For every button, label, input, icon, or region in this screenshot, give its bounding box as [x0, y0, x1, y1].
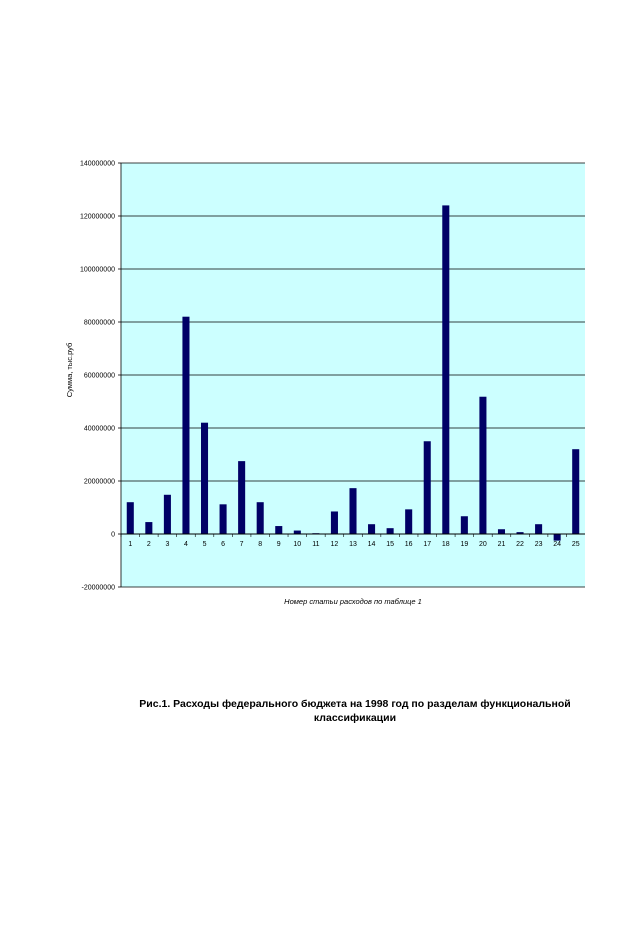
- x-tick-label: 1: [128, 541, 132, 548]
- bar: [368, 524, 376, 534]
- x-tick-label: 14: [368, 541, 376, 548]
- x-tick-label: 4: [184, 541, 188, 548]
- y-tick-label: 40000000: [84, 426, 115, 433]
- bar: [497, 529, 506, 534]
- x-tick-label: 11: [312, 541, 319, 548]
- bar: [293, 530, 301, 534]
- x-tick-label: 15: [386, 541, 394, 548]
- bar: [163, 494, 171, 534]
- x-tick-label: 3: [165, 541, 169, 548]
- x-axis: 1 2 3 4 5 6 7 8 9 10 11 12 13 14 15 16 17 18 19 20 21 22 23 24 2…: [120, 533, 585, 548]
- x-tick-label: 6: [221, 541, 225, 548]
- x-tick-label: 10: [293, 541, 301, 548]
- y-tick-label: 100000000: [80, 267, 115, 274]
- bar: [200, 422, 209, 534]
- x-tick-label: 23: [535, 541, 543, 548]
- bar: [238, 461, 246, 534]
- bar: [553, 534, 561, 541]
- x-tick-label: 18: [442, 541, 450, 548]
- y-tick-label: -20000000: [82, 585, 116, 592]
- bars: [126, 205, 580, 541]
- y-axis-label: Сумма, тыс.руб: [65, 343, 74, 398]
- bar: [275, 526, 283, 534]
- caption-line-2: классификации: [313, 712, 397, 724]
- bar: [479, 396, 487, 534]
- bar: [405, 509, 413, 534]
- x-tick-label: 9: [277, 541, 281, 548]
- bar: [330, 511, 338, 534]
- bar: [572, 449, 580, 534]
- bar: [126, 502, 134, 534]
- y-tick-label: 0: [111, 532, 115, 539]
- bar: [349, 488, 357, 534]
- caption-line-1: Рис.1. Расходы федерального бюджета на 1…: [139, 698, 571, 710]
- x-tick-label: 20: [479, 541, 487, 548]
- y-tick-label: 140000000: [80, 161, 115, 168]
- grid-lines: [121, 162, 585, 588]
- x-tick-label: 25: [572, 541, 580, 548]
- x-axis-label: Номер статьи расходов по таблице 1: [284, 597, 422, 606]
- x-tick-label: 12: [331, 541, 339, 548]
- x-tick-label: 2: [147, 541, 151, 548]
- bar: [256, 502, 264, 534]
- y-tick-label: 60000000: [84, 373, 115, 380]
- y-tick-label: 20000000: [84, 479, 115, 486]
- y-axis: -20000000 0 20000000 40000000 60000000 800000…: [80, 161, 122, 592]
- x-tick-label: 8: [258, 541, 262, 548]
- x-tick-label: 24: [553, 541, 561, 548]
- bar: [423, 441, 431, 534]
- bar: [145, 522, 153, 534]
- bar: [219, 504, 227, 534]
- figure-caption: Рис.1. Расходы федерального бюджета на 1…: [120, 697, 590, 725]
- x-tick-label: 22: [516, 541, 524, 548]
- x-tick-label: 16: [405, 541, 413, 548]
- bar: [516, 532, 524, 534]
- x-tick-label: 13: [349, 541, 357, 548]
- bar: [442, 205, 450, 534]
- x-tick-label: 19: [460, 541, 468, 548]
- y-tick-label: 120000000: [80, 214, 115, 221]
- bar: [460, 516, 468, 534]
- bar: [535, 524, 543, 534]
- x-tick-label: 21: [498, 541, 506, 548]
- x-tick-label: 5: [203, 541, 207, 548]
- bar: [386, 528, 394, 534]
- x-tick-label: 7: [240, 541, 244, 548]
- y-tick-label: 80000000: [84, 320, 115, 327]
- x-tick-label: 17: [423, 541, 431, 548]
- bar: [182, 316, 190, 534]
